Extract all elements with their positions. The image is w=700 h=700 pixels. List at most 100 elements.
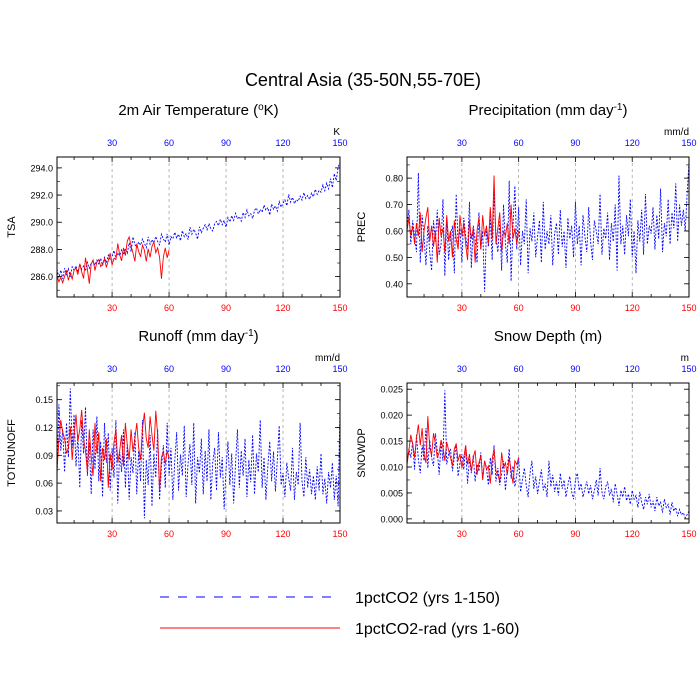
x-tick-label-bottom: 120 [625, 529, 640, 539]
y-tick-label: 0.010 [380, 463, 403, 473]
y-tick-label: 0.50 [385, 253, 403, 263]
x-tick-label-bottom: 150 [681, 529, 696, 539]
legend-label: 1pctCO2 (yrs 1-150) [355, 590, 500, 607]
series-line-1pctco2 [406, 390, 690, 519]
y-tick-label: 0.60 [385, 226, 403, 236]
panels-group: 2m Air Temperature (oK) K 30 60 90 120 150 30 60… [6, 102, 697, 540]
panel-title-text: 2m Air Temperature ( [118, 102, 258, 119]
x-tick-label-bottom: 60 [514, 303, 524, 313]
unit-label: mm/d [664, 127, 689, 138]
y-tick-label: 0.020 [380, 411, 403, 421]
x-tick-label-top: 60 [514, 138, 524, 148]
y-tick-label: 0.09 [35, 451, 53, 461]
y-tick-label: 290.0 [30, 218, 53, 228]
panel-totrunoff: Runoff (mm day-1) mm/d 30 60 90 120 150 30 60 90 1… [6, 328, 348, 540]
y-tick-label: 288.0 [30, 245, 53, 255]
x-tick-label-top: 30 [457, 364, 467, 374]
y-tick-label: 0.025 [380, 385, 403, 395]
plot-frame [406, 156, 690, 298]
panel-prec: Precipitation (mm day-1) mm/d 30 60 90 120 150… [356, 102, 697, 314]
x-tick-label-top: 90 [570, 364, 580, 374]
x-tick-label-bottom: 90 [570, 303, 580, 313]
x-tick-label-bottom: 150 [681, 303, 696, 313]
x-tick-label-bottom: 120 [276, 303, 291, 313]
series-line-1pctco2-rad [406, 175, 520, 263]
unit-label: K [333, 127, 340, 138]
panel-title-superscript: -1 [245, 328, 254, 339]
x-tick-label-bottom: 120 [625, 303, 640, 313]
x-tick-label-bottom: 90 [570, 529, 580, 539]
series-line-1pctco2-rad [56, 235, 170, 285]
x-tick-label-top: 150 [681, 364, 696, 374]
x-tick-label-top: 150 [681, 138, 696, 148]
y-tick-label: 0.70 [385, 200, 403, 210]
series-line-1pctco2-rad [56, 409, 170, 491]
x-tick-label-top: 120 [625, 138, 640, 148]
y-tick-label: 0.12 [35, 423, 53, 433]
y-tick-label: 0.000 [380, 514, 403, 524]
y-tick-label: 0.40 [385, 279, 403, 289]
y-tick-label: 0.03 [35, 506, 53, 516]
panel-title-superscript: -1 [614, 102, 623, 113]
x-tick-label-bottom: 60 [164, 529, 174, 539]
x-tick-label-bottom: 30 [107, 529, 117, 539]
unit-label: m [681, 353, 689, 364]
x-tick-label-top: 60 [164, 138, 174, 148]
x-tick-label-top: 150 [332, 138, 347, 148]
y-tick-label: 0.005 [380, 488, 403, 498]
panel-title: Snow Depth (m) [494, 328, 602, 345]
panel-title-superscript: o [258, 102, 264, 113]
panel-title-tail: ) [622, 102, 627, 119]
panel-title-tail: ) [254, 328, 259, 345]
x-tick-label-top: 120 [276, 138, 291, 148]
panel-title-tail: K) [264, 102, 279, 119]
y-axis-label: TSA [6, 216, 18, 238]
series-line-1pctco2 [56, 162, 341, 279]
x-tick-label-top: 30 [107, 138, 117, 148]
x-tick-label-bottom: 30 [107, 303, 117, 313]
unit-label: mm/d [315, 353, 340, 364]
panel-title-text: Snow Depth (m) [494, 328, 602, 345]
y-tick-label: 0.06 [35, 479, 53, 489]
x-tick-label-bottom: 30 [457, 303, 467, 313]
x-tick-label-top: 90 [570, 138, 580, 148]
plot-frame [56, 156, 341, 298]
x-tick-label-bottom: 150 [332, 303, 347, 313]
series-line-1pctco2 [406, 162, 690, 292]
panel-title: 2m Air Temperature (oK) [118, 102, 278, 120]
x-tick-label-bottom: 30 [457, 529, 467, 539]
panel-snowdp: Snow Depth (m) m 30 60 90 120 150 30 60 90 120 150 0… [356, 328, 697, 539]
y-axis-label: PREC [356, 212, 368, 243]
y-axis-label: SNOWDP [356, 428, 368, 478]
y-tick-label: 292.0 [30, 191, 53, 201]
x-tick-label-top: 120 [625, 364, 640, 374]
panel-tsa: 2m Air Temperature (oK) K 30 60 90 120 150 30 60… [6, 102, 348, 314]
panel-title: Runoff (mm day-1) [138, 328, 258, 346]
y-tick-label: 0.80 [385, 174, 403, 184]
x-tick-label-bottom: 90 [221, 529, 231, 539]
panel-title: Precipitation (mm day-1) [469, 102, 628, 120]
x-tick-label-top: 150 [332, 364, 347, 374]
x-tick-label-bottom: 120 [276, 529, 291, 539]
panel-title-text: Precipitation (mm day [469, 102, 615, 119]
x-tick-label-top: 120 [276, 364, 291, 374]
x-tick-label-top: 30 [457, 138, 467, 148]
x-tick-label-top: 60 [514, 364, 524, 374]
y-axis-label: TOTRUNOFF [6, 419, 18, 487]
y-tick-label: 0.015 [380, 437, 403, 447]
figure-title: Central Asia (35-50N,55-70E) [245, 70, 481, 90]
x-tick-label-bottom: 90 [221, 303, 231, 313]
x-tick-label-top: 30 [107, 364, 117, 374]
x-tick-label-bottom: 150 [332, 529, 347, 539]
series-line-1pctco2-rad [406, 416, 520, 484]
panel-title-text: Runoff (mm day [138, 328, 245, 345]
legend: 1pctCO2 (yrs 1-150) 1pctCO2-rad (yrs 1-60… [160, 590, 520, 638]
x-tick-label-top: 60 [164, 364, 174, 374]
y-tick-label: 286.0 [30, 272, 53, 282]
plot-frame [56, 382, 341, 524]
plot-frame [406, 382, 690, 524]
legend-label: 1pctCO2-rad (yrs 1-60) [355, 621, 520, 638]
x-tick-label-top: 90 [221, 138, 231, 148]
y-tick-label: 0.15 [35, 395, 53, 405]
